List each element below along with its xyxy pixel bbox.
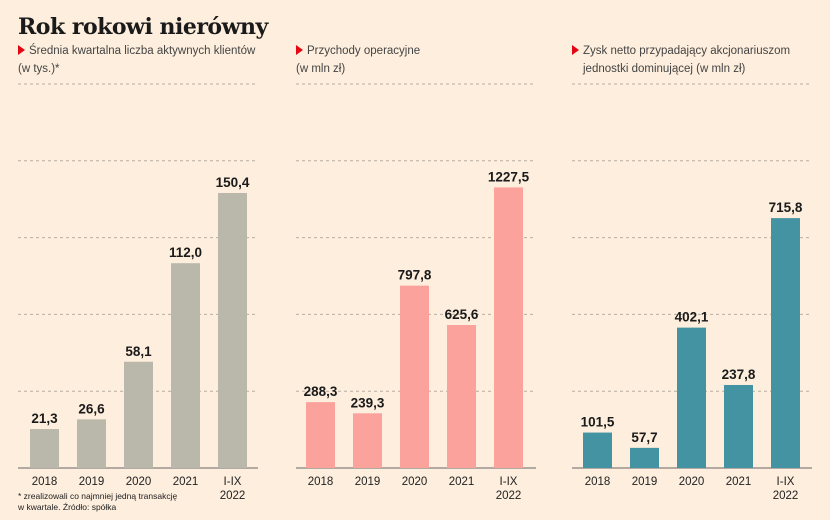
bar bbox=[306, 402, 335, 468]
x-tick-label: 2019 bbox=[355, 476, 381, 488]
x-tick-label: I-IX bbox=[500, 476, 518, 488]
triangle-marker-icon bbox=[572, 45, 579, 55]
x-tick-label: 2020 bbox=[126, 476, 152, 488]
bar-value-label: 57,7 bbox=[631, 430, 657, 445]
panel-subtitle-profit: Zysk netto przypadający akcjonariuszom j… bbox=[572, 42, 790, 78]
triangle-marker-icon bbox=[296, 45, 303, 55]
bar bbox=[447, 325, 476, 468]
x-tick-label: 2022 bbox=[496, 490, 522, 502]
x-tick-label: 2018 bbox=[308, 476, 334, 488]
bar bbox=[583, 432, 612, 468]
bar bbox=[171, 263, 200, 468]
bar-value-label: 1227,5 bbox=[488, 169, 530, 184]
bar bbox=[494, 187, 523, 468]
x-tick-label: 2021 bbox=[726, 476, 752, 488]
subtitle-line2: jednostki dominującej (w mln zł) bbox=[583, 63, 746, 75]
page-title: Rok rokowi nierówny bbox=[18, 14, 268, 40]
footnote: * zrealizowali co najmniej jedną transak… bbox=[18, 491, 177, 513]
bar-value-label: 797,8 bbox=[398, 268, 432, 283]
x-tick-label: 2021 bbox=[173, 476, 199, 488]
bar-value-label: 402,1 bbox=[675, 310, 709, 325]
x-tick-label: 2020 bbox=[402, 476, 428, 488]
subtitle-line1: Średnia kwartalna liczba aktywnych klien… bbox=[29, 45, 256, 57]
bar-value-label: 112,0 bbox=[169, 245, 202, 260]
bar bbox=[124, 361, 153, 468]
bar bbox=[677, 327, 706, 468]
bar bbox=[30, 429, 59, 468]
subtitle-line2: (w tys.)* bbox=[18, 63, 60, 75]
triangle-marker-icon bbox=[18, 45, 25, 55]
subtitle-line1: Zysk netto przypadający akcjonariuszom bbox=[583, 45, 791, 57]
bar-value-label: 715,8 bbox=[769, 200, 803, 215]
bar-value-label: 237,8 bbox=[722, 367, 756, 382]
x-tick-label: 2018 bbox=[32, 476, 58, 488]
bar-value-label: 101,5 bbox=[581, 415, 615, 430]
bar bbox=[400, 285, 429, 468]
bar-value-label: 150,4 bbox=[216, 175, 250, 190]
x-tick-label: 2022 bbox=[773, 490, 799, 502]
bar bbox=[77, 419, 106, 468]
x-tick-label: 2020 bbox=[679, 476, 705, 488]
bar-value-label: 21,3 bbox=[31, 411, 58, 426]
bar-value-label: 625,6 bbox=[445, 307, 479, 322]
bar bbox=[771, 218, 800, 468]
panel-subtitle-clients: Średnia kwartalna liczba aktywnych klien… bbox=[18, 42, 255, 78]
bar-value-label: 26,6 bbox=[78, 401, 105, 416]
x-tick-label: 2018 bbox=[585, 476, 611, 488]
bar-value-label: 58,1 bbox=[125, 344, 152, 359]
footnote-line2: w kwartale. Źródło: spółka bbox=[18, 502, 117, 512]
footnote-line1: * zrealizowali co najmniej jedną transak… bbox=[18, 491, 178, 501]
bar bbox=[218, 192, 247, 469]
x-tick-label: I-IX bbox=[224, 476, 242, 488]
x-tick-label: 2022 bbox=[220, 490, 246, 502]
x-tick-label: 2019 bbox=[79, 476, 105, 488]
subtitle-line1: Przychody operacyjne bbox=[307, 45, 421, 57]
bar-value-label: 239,3 bbox=[351, 395, 385, 410]
bar bbox=[353, 413, 382, 468]
subtitle-line2: (w mln zł) bbox=[296, 63, 346, 75]
bar bbox=[724, 384, 753, 468]
x-tick-label: I-IX bbox=[777, 476, 795, 488]
x-tick-label: 2021 bbox=[449, 476, 475, 488]
panel-subtitle-revenue: Przychody operacyjne (w mln zł) bbox=[296, 42, 420, 78]
x-tick-label: 2019 bbox=[632, 476, 658, 488]
bar bbox=[630, 447, 659, 468]
bar-value-label: 288,3 bbox=[304, 384, 338, 399]
